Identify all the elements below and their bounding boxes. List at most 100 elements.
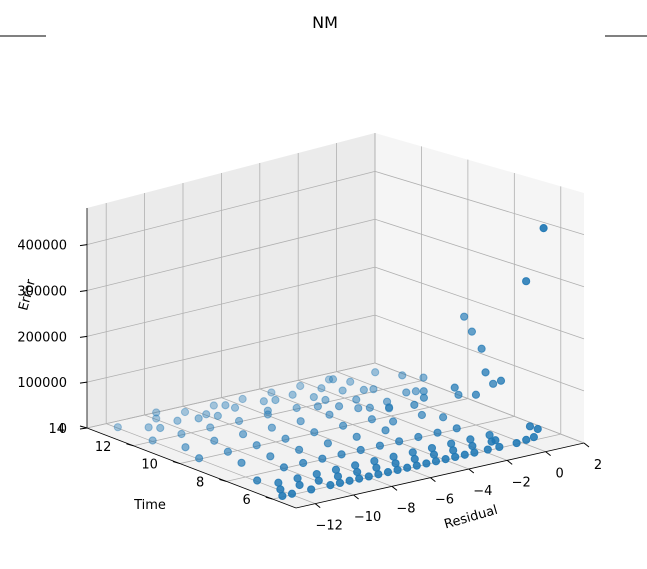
data-point [267,423,276,432]
x-tick-label: −8 [396,501,415,516]
x-tick-mark [468,468,475,474]
data-point [281,434,290,443]
x-tick-label: −2 [512,475,531,490]
data-point [451,452,460,462]
tick-labels: −12−10−8−6−4−202681012140100000200000300… [17,239,602,534]
data-point [312,469,321,479]
data-point [429,450,439,459]
data-point [525,422,535,431]
data-point [177,429,186,439]
data-point [410,454,419,464]
data-point [427,443,437,453]
data-point [323,439,333,448]
data-point [276,485,285,494]
z-tick-label: 0 [59,422,67,437]
data-point [321,395,330,405]
grid-z-back-y [86,314,376,383]
x-tick-mark [314,503,321,509]
data-point [318,454,327,463]
x-tick-label: 0 [555,467,563,482]
data-point [403,463,412,472]
data-point [411,387,420,396]
grid-y-floor [226,415,515,482]
data-point [345,476,354,485]
data-point [402,388,411,397]
data-point [414,432,423,442]
back-pane-y [87,133,375,428]
back-pane-x [375,133,584,443]
data-point [307,485,316,494]
data-point [331,465,341,474]
data-point [375,441,385,450]
data-point [334,402,344,411]
data-point [230,403,240,412]
data-point [359,385,368,395]
y-tick-label: 12 [95,440,112,455]
data-point [422,459,431,468]
x-tick-mark [391,485,398,491]
grid-z-back-y [86,218,376,291]
data-point [419,373,428,382]
data-point [288,390,297,399]
data-point [466,435,475,444]
y-tick-label: 6 [242,493,250,508]
data-point [412,461,421,470]
data-point [206,423,215,432]
data-point [295,445,304,454]
data-point [252,441,261,450]
data-point [346,377,355,386]
data-point [221,401,230,410]
data-point [194,414,203,423]
data-point [337,450,346,459]
data-point [408,448,417,457]
y-tick-label: 10 [141,458,158,473]
data-point [338,421,348,430]
data-point [391,459,400,468]
data-point [144,423,153,432]
data-point [296,381,305,391]
data-point [468,441,477,451]
data-point [441,454,450,464]
data-point [356,445,365,455]
data-point [460,450,469,459]
data-point [369,385,378,394]
data-point [529,432,538,442]
x-tick-label: −4 [473,484,492,499]
z-tick-mark [79,335,88,338]
data-point [410,400,419,410]
data-point [313,402,322,411]
data-point [263,410,272,419]
data-point [237,458,246,467]
z-tick-mark [79,290,88,292]
data-point [173,416,182,425]
data-point [194,454,204,463]
data-point [353,467,362,477]
data-point [328,375,338,384]
data-point [372,463,381,472]
grid-z-back-y [86,266,376,337]
data-point [355,474,364,483]
data-point [450,383,459,392]
data-point [449,446,458,455]
data-point [181,443,190,452]
data-point [452,424,461,433]
data-point [383,468,393,477]
y-tick-label: 14 [48,422,65,437]
data-point [352,432,361,441]
floor-pane [87,363,584,508]
data-point [367,415,376,424]
data-point [209,401,218,410]
data-point [439,413,448,422]
z-tick-mark [79,427,88,430]
data-point [512,438,521,448]
data-point [271,395,280,405]
data-point [370,456,379,466]
data-point [152,414,161,423]
z-tick-mark [79,381,88,384]
data-point [354,404,363,413]
data-point [470,448,479,457]
data-point [259,397,268,406]
x-tick-mark [506,459,513,465]
data-point [389,452,398,461]
z-tick-label: 200000 [17,330,67,345]
